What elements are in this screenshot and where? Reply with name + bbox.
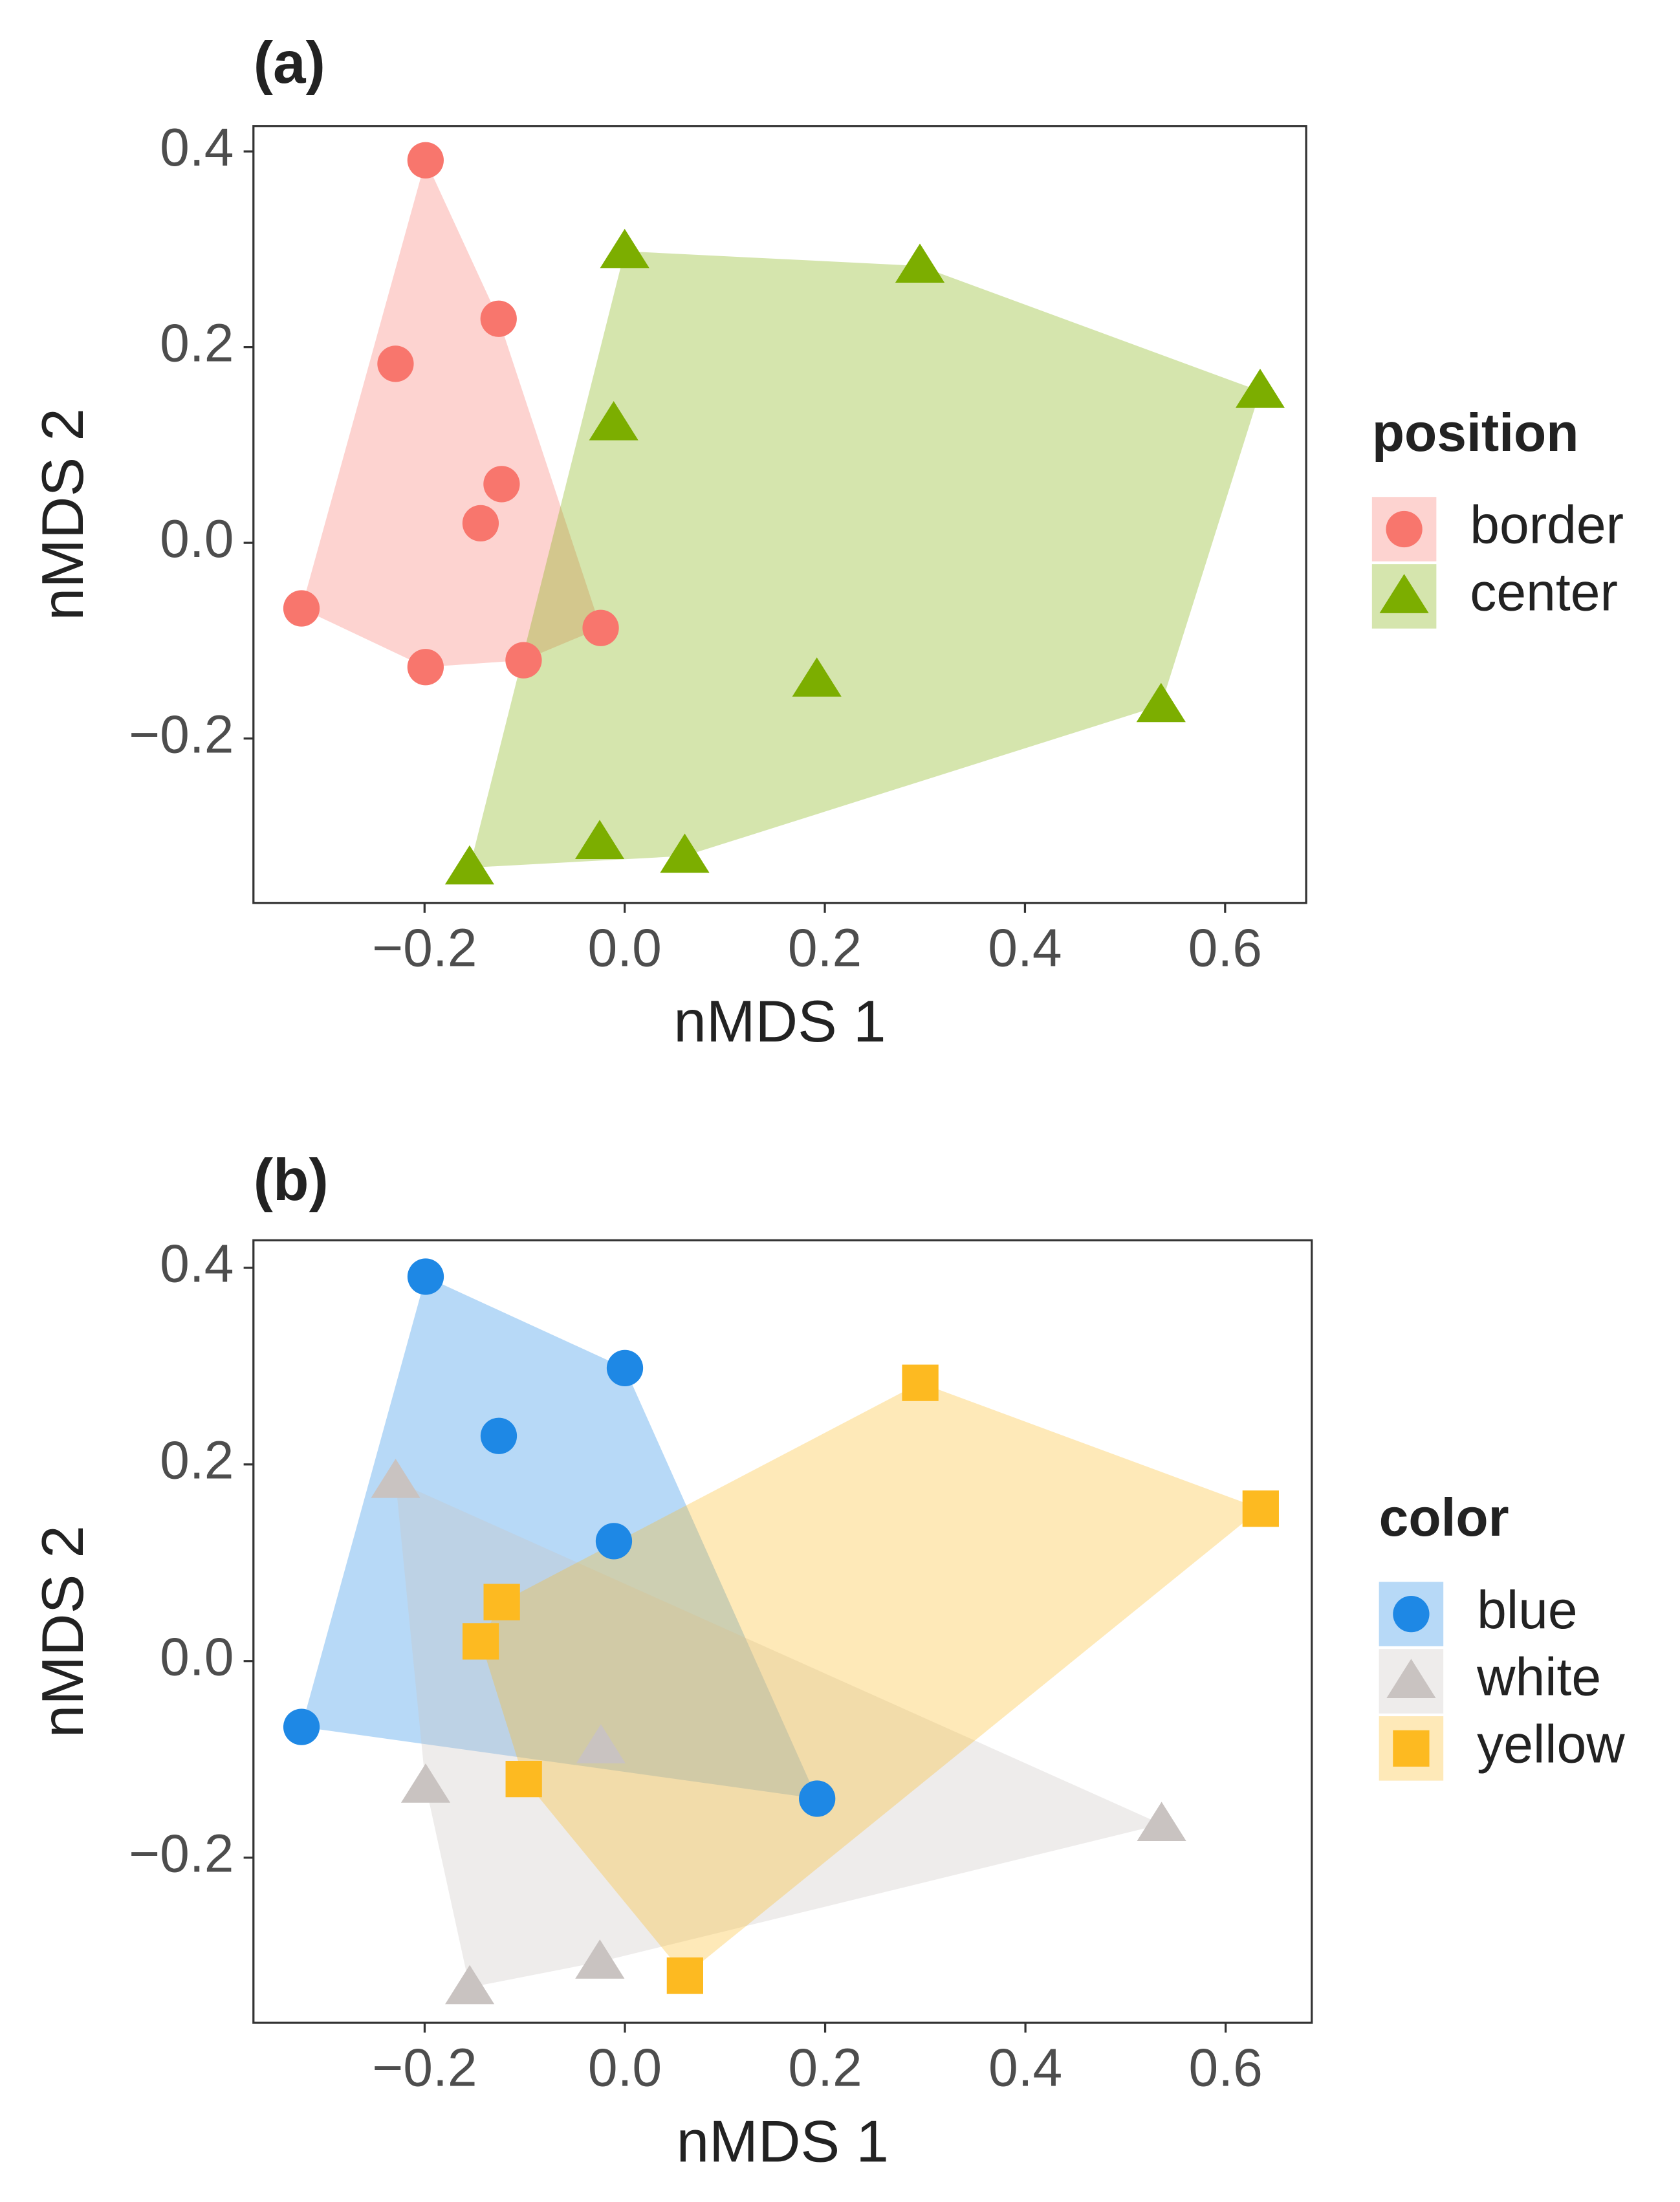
y-tick-label: 0.0	[160, 1628, 234, 1686]
y-tick-label: 0.0	[160, 510, 234, 569]
y-tick-label: 0.4	[160, 1235, 234, 1294]
plot-frame	[252, 1239, 1313, 2024]
point	[462, 1623, 499, 1660]
y-tick-label: 0.2	[160, 1432, 234, 1490]
point	[371, 1459, 420, 1498]
point	[600, 228, 649, 268]
point	[895, 243, 945, 283]
plot-frame	[252, 125, 1307, 904]
y-tick-label: −0.2	[129, 705, 234, 764]
x-tick-label: 0.0	[588, 2038, 662, 2097]
legend-title: position	[1372, 404, 1579, 463]
panel-title: (a)	[254, 30, 325, 96]
legend-marker	[1393, 1730, 1430, 1767]
hull	[301, 1276, 818, 1799]
hull	[481, 1382, 1261, 1976]
x-tick-label: −0.2	[372, 919, 477, 977]
point	[1235, 369, 1285, 408]
x-tick-label: 0.4	[988, 2038, 1062, 2097]
legend-label: blue	[1477, 1581, 1577, 1640]
point	[792, 657, 842, 697]
point	[1242, 1490, 1279, 1527]
y-axis-title: nMDS 2	[30, 408, 96, 620]
y-tick-label: 0.4	[160, 118, 234, 177]
point	[576, 1724, 626, 1763]
point	[505, 642, 542, 679]
x-tick-label: 0.2	[788, 919, 862, 977]
point	[283, 590, 320, 627]
point	[575, 1939, 625, 1979]
point	[377, 345, 414, 382]
hull	[301, 160, 601, 668]
point	[283, 1708, 320, 1745]
x-tick-label: 0.2	[788, 2038, 862, 2097]
y-tick-label: 0.2	[160, 314, 234, 373]
point	[606, 1349, 644, 1387]
legend-title: color	[1379, 1488, 1509, 1547]
point	[582, 609, 619, 646]
x-axis-title: nMDS 1	[673, 989, 886, 1054]
legend-label: border	[1470, 496, 1624, 555]
point	[666, 1957, 703, 1994]
x-tick-label: 0.6	[1188, 919, 1262, 977]
x-axis-title: nMDS 1	[677, 2109, 889, 2174]
point	[480, 1417, 518, 1454]
point	[407, 142, 444, 179]
x-tick-label: 0.4	[988, 919, 1062, 977]
point	[1136, 682, 1186, 723]
point	[444, 845, 494, 885]
point	[799, 1780, 836, 1817]
legend-label: yellow	[1477, 1716, 1625, 1774]
hull	[395, 1481, 1162, 1988]
point	[574, 820, 625, 859]
point	[407, 649, 444, 686]
y-tick-label: −0.2	[129, 1824, 234, 1883]
point	[407, 1258, 444, 1295]
point	[483, 1584, 520, 1620]
point	[505, 1760, 542, 1798]
hull	[469, 251, 1260, 868]
point	[445, 1965, 495, 2005]
point	[483, 466, 520, 503]
point	[902, 1364, 939, 1401]
point	[589, 400, 638, 441]
legend-marker	[1386, 510, 1423, 548]
y-axis-title: nMDS 2	[30, 1525, 96, 1738]
legend-marker	[1379, 574, 1429, 613]
panel-title: (b)	[254, 1148, 329, 1213]
legend-label: center	[1470, 563, 1618, 622]
point	[462, 505, 499, 542]
point	[595, 1523, 633, 1560]
point	[1137, 1802, 1186, 1841]
x-tick-label: 0.0	[588, 919, 662, 977]
point	[480, 300, 517, 337]
legend-marker	[1393, 1595, 1430, 1633]
legend-marker	[1386, 1659, 1436, 1698]
x-tick-label: 0.6	[1189, 2038, 1263, 2097]
point	[400, 1763, 451, 1803]
point	[660, 833, 710, 873]
legend-label: white	[1476, 1648, 1601, 1707]
x-tick-label: −0.2	[372, 2038, 477, 2097]
